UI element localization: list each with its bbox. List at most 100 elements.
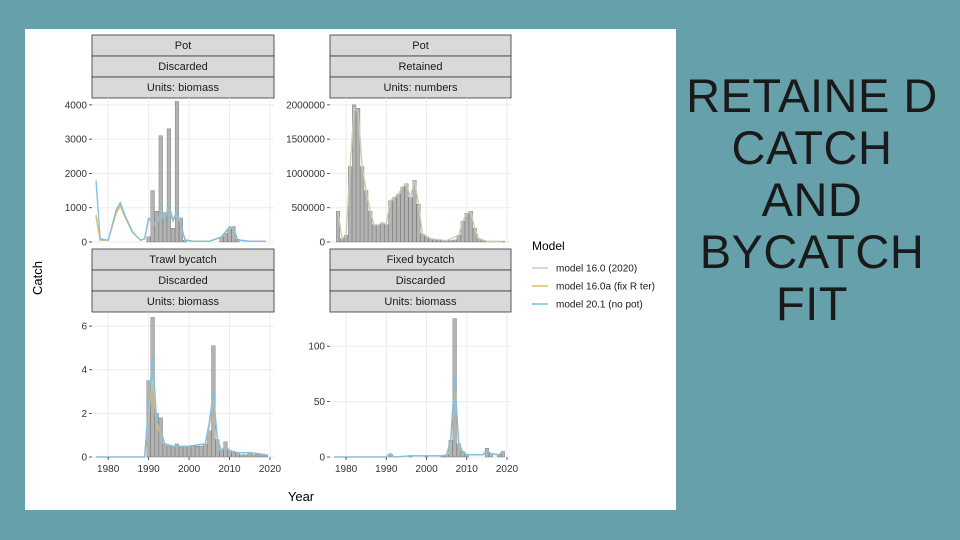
bar: [166, 128, 171, 243]
bar: [223, 441, 228, 458]
y-tick-label: 2: [81, 409, 87, 420]
slide-title: RETAINE D CATCH AND BYCATCH FIT: [686, 69, 938, 330]
x-tick-label: 2020: [259, 464, 282, 475]
bar: [380, 222, 385, 243]
y-tick-label: 100: [308, 342, 325, 353]
bar: [174, 101, 179, 243]
series-line: [337, 106, 503, 242]
facet-strip-label: Fixed bycatch: [387, 254, 455, 266]
facet-strip-label: Discarded: [158, 61, 208, 73]
y-tick-label: 1500000: [286, 135, 325, 146]
y-tick-label: 0: [81, 238, 87, 249]
legend-entry: model 16.0 (2020): [532, 261, 637, 275]
y-tick-label: 500000: [292, 203, 326, 214]
facet-strip-label: Pot: [175, 40, 192, 52]
bar: [219, 450, 224, 458]
y-axis-title: Catch: [30, 261, 45, 295]
facet-strip-label: Units: biomass: [147, 82, 220, 94]
bar: [195, 445, 200, 458]
legend-label: model 16.0a (fix R ter): [556, 282, 655, 293]
bar: [408, 197, 413, 243]
bar: [199, 445, 204, 458]
bar: [376, 224, 381, 243]
facet-panel-2: Pot Retained Units: numbers 0 500000 1000000 1…: [286, 34, 512, 249]
facet-strip: [329, 76, 512, 99]
bar: [235, 452, 240, 458]
facet-panel-4: Fixed bycatch Discarded Units: biomass 0 50 1…: [308, 248, 519, 475]
facet-strip: [91, 290, 275, 313]
series-line: [96, 356, 266, 458]
bar: [243, 454, 248, 458]
facet-strip-label: Units: biomass: [147, 296, 220, 308]
bar: [203, 443, 208, 458]
y-tick-label: 1000000: [286, 169, 325, 180]
legend-title: Model: [532, 239, 565, 253]
bar: [259, 454, 264, 458]
x-axis-title: Year: [288, 489, 315, 504]
bar: [231, 452, 236, 458]
bar: [251, 454, 256, 458]
bar: [392, 197, 397, 243]
bar: [227, 228, 232, 243]
bar: [150, 190, 155, 243]
bar: [400, 186, 405, 243]
chart-figure: Pot Discarded Units: biomass 0 1000 2000 3000 4…: [25, 29, 676, 510]
legend-entry: model 16.0a (fix R ter): [532, 279, 655, 293]
y-tick-label: 3000: [65, 135, 88, 146]
y-tick-label: 50: [314, 397, 326, 408]
facet-panel-1: Pot Discarded Units: biomass 0 1000 2000 3000 4…: [65, 34, 275, 249]
facet-strip-label: Discarded: [396, 275, 446, 287]
x-tick-label: 1980: [335, 464, 358, 475]
bar: [170, 445, 175, 458]
bar: [183, 445, 187, 458]
x-tick-label: 2010: [456, 464, 479, 475]
bar: [191, 445, 196, 458]
x-tick-label: 2000: [178, 464, 201, 475]
bar: [170, 228, 175, 243]
bar: [162, 212, 167, 243]
legend-entry: model 20.1 (no pot): [532, 297, 643, 311]
bar: [372, 224, 377, 243]
x-tick-label: 1980: [97, 464, 120, 475]
series-line: [95, 180, 266, 242]
legend-label: model 16.0 (2020): [556, 264, 637, 275]
bar: [396, 193, 401, 243]
y-tick-label: 1000: [65, 203, 88, 214]
bar: [158, 135, 163, 243]
bar: [448, 240, 453, 243]
bar: [179, 445, 183, 458]
bar: [404, 183, 409, 243]
y-tick-label: 6: [81, 322, 87, 333]
bar: [223, 233, 228, 243]
y-tick-label: 0: [319, 238, 325, 249]
series-line: [334, 377, 504, 458]
x-tick-label: 2000: [415, 464, 438, 475]
y-tick-label: 0: [319, 453, 325, 464]
bar: [356, 108, 361, 243]
y-tick-label: 4000: [65, 100, 88, 111]
facet-strip-label: Trawl bycatch: [149, 254, 216, 266]
x-tick-label: 2010: [218, 464, 241, 475]
facet-strip-label: Retained: [398, 61, 442, 73]
bar: [263, 454, 268, 458]
legend: Model model 16.0 (2020) model 16.0a (fix …: [532, 239, 655, 311]
series-line: [334, 379, 504, 458]
y-tick-label: 2000: [65, 169, 88, 180]
facet-strip-label: Units: numbers: [384, 82, 458, 94]
bar: [146, 236, 151, 243]
x-tick-label: 1990: [375, 464, 398, 475]
facet-strip: [91, 76, 275, 99]
facet-strip-label: Discarded: [158, 275, 208, 287]
facet-strip: [329, 290, 512, 313]
bar: [239, 454, 244, 458]
bar: [464, 213, 469, 243]
facet-strip-label: Units: biomass: [384, 296, 457, 308]
bar: [352, 104, 357, 243]
y-tick-label: 2000000: [286, 100, 325, 111]
facet-panel-3: Trawl bycatch Discarded Units: biomass 0 2 4 6…: [81, 248, 282, 475]
bar: [384, 224, 389, 243]
bar: [452, 239, 457, 243]
facet-strip-label: Pot: [412, 40, 429, 52]
x-tick-label: 1990: [137, 464, 160, 475]
